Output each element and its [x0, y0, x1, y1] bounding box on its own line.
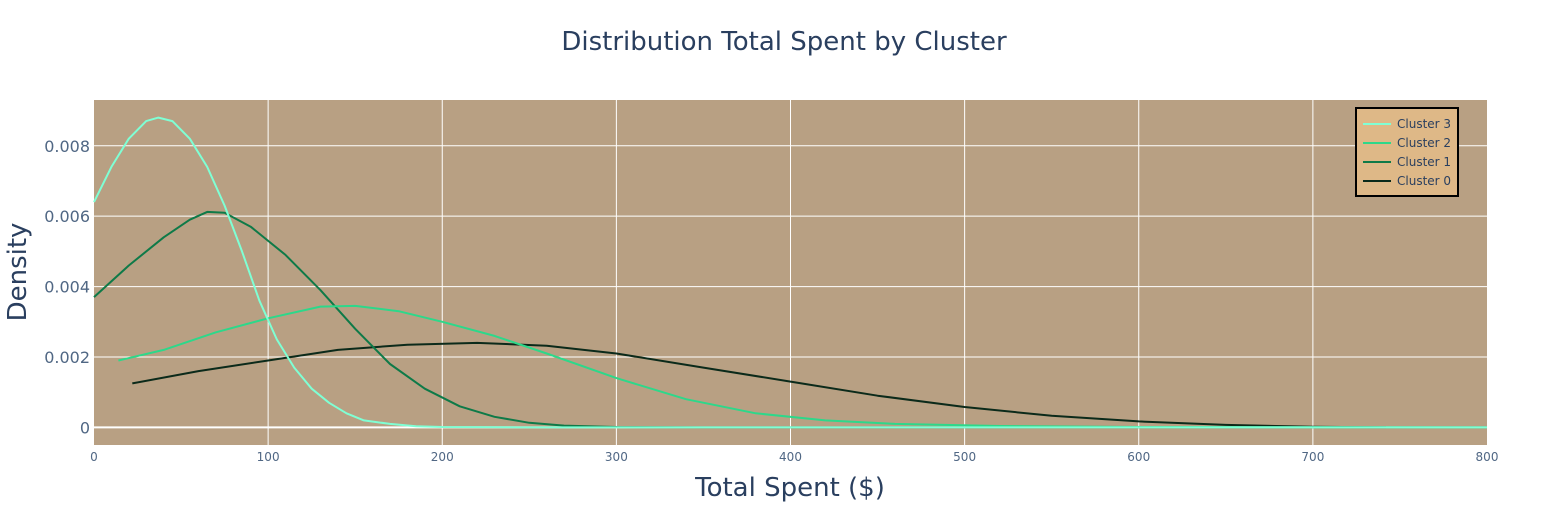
x-tick-label: 500	[953, 450, 976, 464]
y-tick-label: 0.008	[44, 137, 90, 156]
chart-title: Distribution Total Spent by Cluster	[561, 27, 1007, 57]
x-tick-label: 300	[605, 450, 628, 464]
series-lines	[93, 116, 1488, 429]
x-tick-label: 800	[1476, 450, 1499, 464]
x-tick-label: 600	[1127, 450, 1150, 464]
tick-labels: 0 100 200 300 400 500 600 700 800 0 0.002 0.004 0.00…	[44, 137, 1498, 464]
legend[interactable]: Cluster 3 Cluster 2 Cluster 1 Cluster 0	[1355, 107, 1459, 197]
x-axis-label: Total Spent ($)	[694, 473, 885, 503]
y-axis-label: Density	[3, 223, 33, 322]
legend-item-label[interactable]: Cluster 1	[1397, 155, 1451, 169]
series-line-cluster-1	[93, 210, 1487, 429]
series-line-cluster-3	[93, 116, 1487, 429]
legend-item-label[interactable]: Cluster 2	[1397, 136, 1451, 150]
x-tick-label: 0	[90, 450, 98, 464]
y-tick-label: 0.004	[44, 278, 90, 297]
legend-item-label[interactable]: Cluster 0	[1397, 174, 1451, 188]
series-line-cluster-0	[132, 341, 1387, 429]
x-tick-label: 200	[431, 450, 454, 464]
grid-lines	[94, 100, 1487, 445]
legend-item-label[interactable]: Cluster 3	[1397, 117, 1451, 131]
y-tick-label: 0.002	[44, 348, 90, 367]
series-line-cluster-2	[118, 304, 1488, 429]
y-tick-label: 0.006	[44, 207, 90, 226]
x-tick-label: 100	[257, 450, 280, 464]
y-tick-label: 0	[80, 418, 90, 437]
x-tick-label: 400	[779, 450, 802, 464]
x-tick-label: 700	[1301, 450, 1324, 464]
